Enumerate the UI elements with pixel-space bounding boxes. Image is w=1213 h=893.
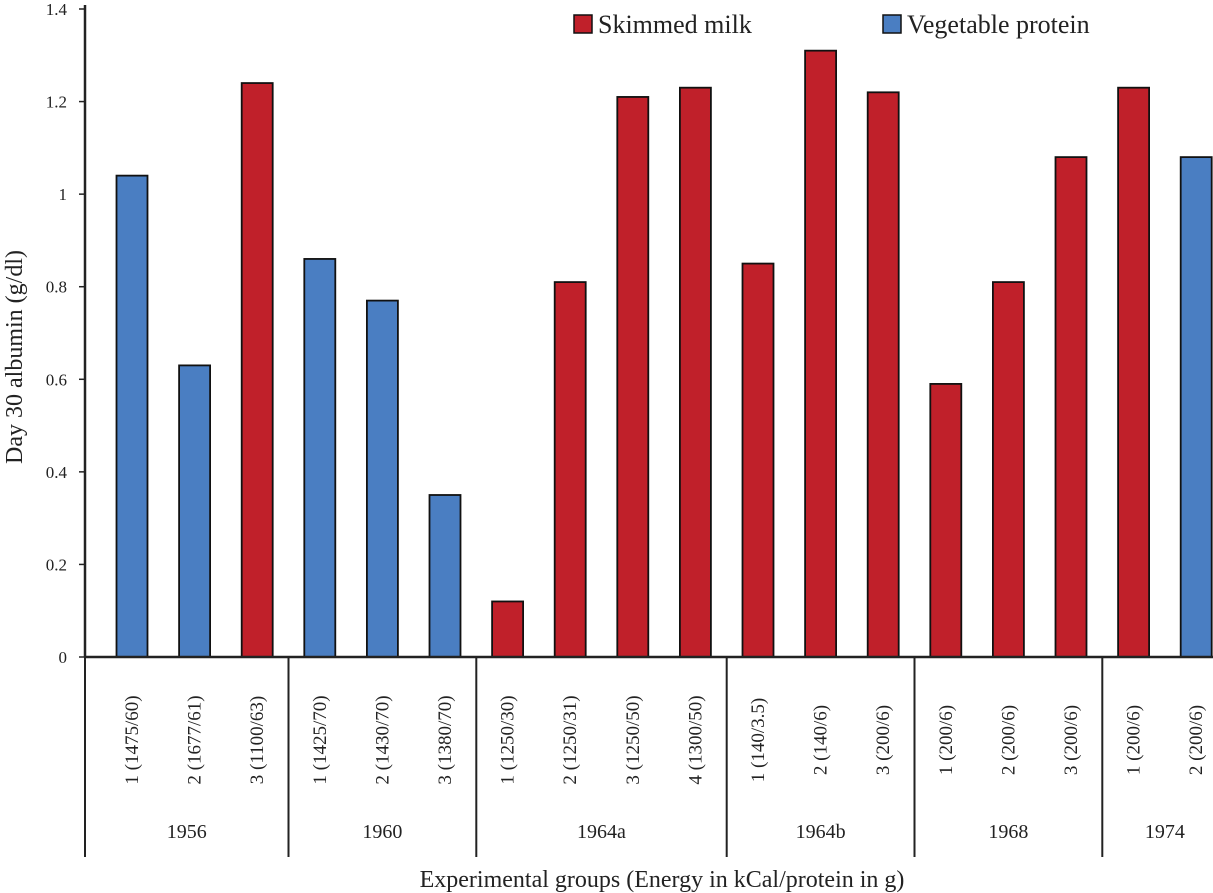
- x-group-label: 1964a: [577, 821, 626, 843]
- x-category-label: 3 (200/6): [1061, 705, 1082, 775]
- x-category-label: 1 (140/3.5): [748, 698, 769, 782]
- bar: [303, 258, 337, 658]
- bar: [365, 299, 399, 658]
- bar: [992, 281, 1025, 658]
- y-tick-label: 1.2: [46, 93, 67, 112]
- y-tick-label: 0: [59, 648, 68, 667]
- x-category-label: 2 (200/6): [1186, 705, 1207, 775]
- bar: [679, 86, 712, 658]
- bar: [929, 383, 963, 658]
- x-axis: 1 (1475/60) 2 (1677/61) 3 (1100/63) 1 (1425…: [84, 655, 1213, 857]
- y-tick-label: 0.6: [46, 370, 67, 389]
- bar: [491, 600, 525, 658]
- bar: [804, 49, 837, 658]
- x-category-label: 2 (1250/31): [560, 695, 581, 784]
- x-category-label: 3 (200/6): [873, 705, 894, 775]
- bars: [115, 49, 1213, 658]
- bar: [428, 494, 462, 658]
- x-category-label: 2 (1677/61): [185, 695, 206, 784]
- y-tick-label: 1.4: [46, 0, 68, 19]
- x-category-label: 3 (1250/50): [623, 695, 644, 784]
- x-category-label: 1 (200/6): [1124, 705, 1145, 775]
- x-category-label: 4 (1300/50): [685, 695, 706, 784]
- x-category-label: 2 (140/6): [811, 705, 832, 775]
- y-tick-label: 0.2: [46, 555, 67, 574]
- legend-label: Vegetable protein: [907, 10, 1090, 39]
- x-group-label: 1956: [167, 821, 207, 843]
- y-tick-label: 0.4: [46, 463, 68, 482]
- bar: [178, 364, 212, 658]
- x-category-label: 3 (1100/63): [247, 696, 268, 784]
- legend-swatch: [573, 14, 593, 34]
- x-category-label: 1 (1425/70): [310, 695, 331, 784]
- bar: [1054, 156, 1088, 658]
- x-category-label: 2 (200/6): [998, 705, 1019, 775]
- y-axis: 0 0.2 0.4 0.6 0.8 1 1.2 1.4: [46, 0, 87, 667]
- x-category-label: 3 (1380/70): [435, 695, 456, 784]
- bar: [1179, 156, 1213, 658]
- x-category-label: 1 (1475/60): [122, 695, 143, 784]
- x-category-label: 1 (1250/30): [498, 695, 519, 784]
- x-group-label: 1968: [988, 821, 1028, 843]
- x-axis-title: Experimental groups (Energy in kCal/prot…: [420, 867, 905, 893]
- legend-swatch: [882, 14, 902, 34]
- bar: [240, 82, 274, 658]
- y-tick-label: 0.8: [46, 278, 67, 297]
- legend-label: Skimmed milk: [598, 10, 752, 39]
- bar: [741, 262, 775, 658]
- x-group-label: 1974: [1145, 821, 1185, 843]
- x-group-label: 1964b: [796, 821, 846, 843]
- bar: [616, 96, 650, 658]
- bar: [115, 174, 149, 658]
- bar: [1117, 86, 1150, 658]
- bar: [553, 281, 587, 658]
- x-category-label: 2 (1430/70): [372, 695, 393, 784]
- x-group-label: 1960: [362, 821, 402, 843]
- bar: [866, 91, 900, 658]
- legend: Skimmed milk Vegetable protein: [573, 10, 1090, 39]
- y-tick-label: 1: [59, 185, 68, 204]
- y-axis-title: Day 30 albumin (g/dl): [2, 250, 28, 464]
- x-category-label: 1 (200/6): [936, 705, 957, 775]
